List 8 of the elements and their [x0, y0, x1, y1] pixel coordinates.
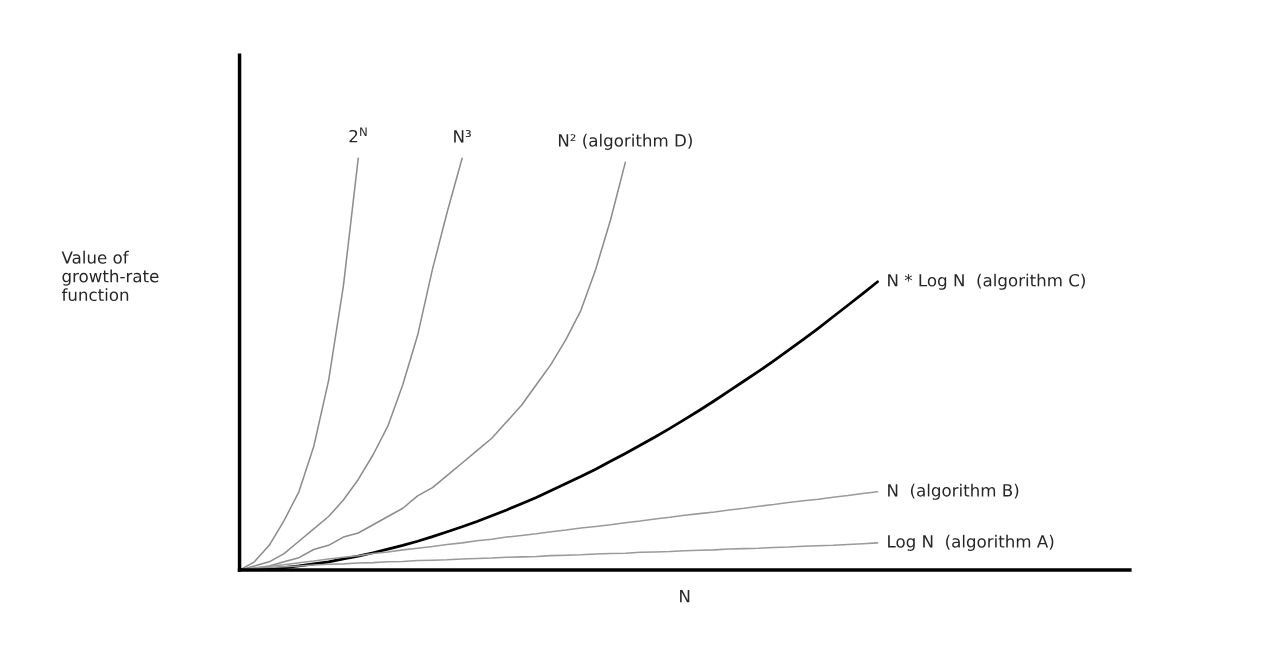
series-label: 2$^{N}$ — [349, 127, 367, 143]
series-label: N² (algorithm D) — [558, 133, 692, 150]
series-label: Log N (algorithm A) — [888, 534, 1054, 551]
y-axis-title: Value of growth-rate function — [61, 250, 159, 302]
x-axis-title: N — [680, 590, 690, 603]
series-label: N (algorithm B) — [888, 483, 1019, 500]
series-label: N * Log N (algorithm C) — [888, 273, 1085, 290]
series-label: N³ — [454, 130, 471, 143]
